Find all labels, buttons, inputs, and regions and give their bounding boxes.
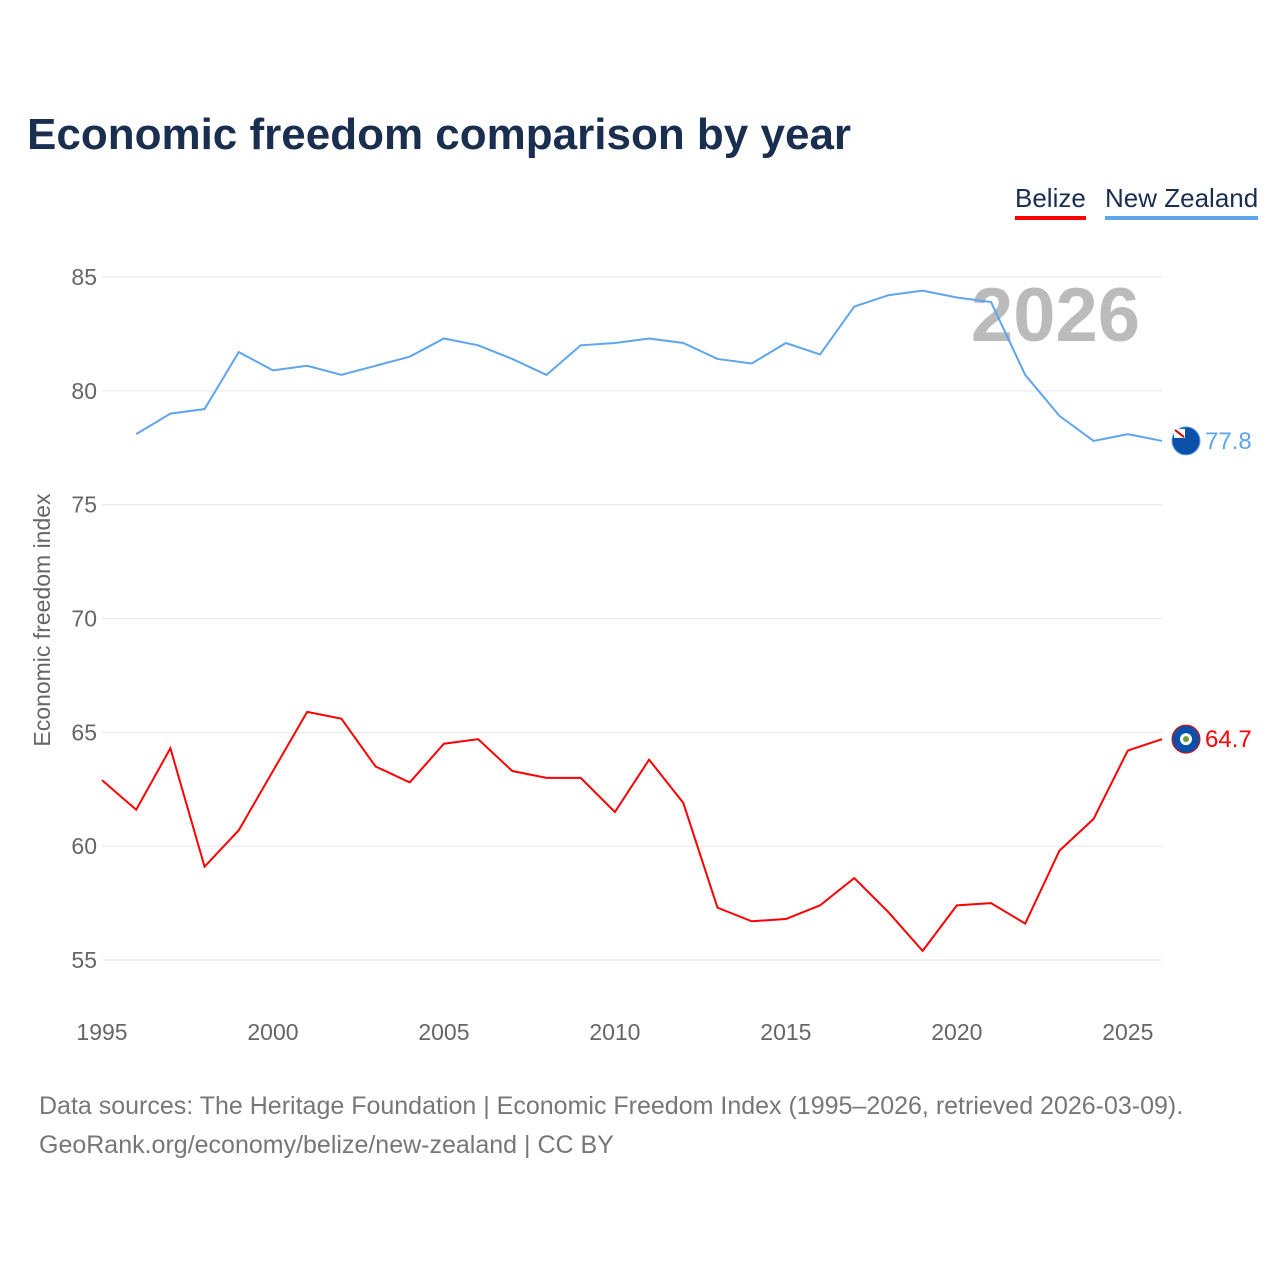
x-tick-label: 2015 — [760, 1019, 811, 1045]
y-axis-label: Economic freedom index — [29, 493, 55, 747]
series-line-new-zealand — [135, 289, 1163, 442]
y-tick-label: 80 — [71, 378, 97, 404]
x-tick-label: 2025 — [1102, 1019, 1153, 1045]
legend-item-new-zealand[interactable]: New Zealand — [1105, 183, 1259, 220]
new-zealand-flag-icon — [1171, 426, 1201, 456]
legend-item-belize[interactable]: Belize — [1015, 183, 1086, 220]
end-label-new-zealand: 77.8 — [1205, 428, 1252, 455]
line-chart: 55 60 65 70 75 80 85 1995 2000 2005 2010 2015 2020 20… — [29, 264, 1252, 1045]
y-tick-label: 65 — [71, 719, 97, 745]
x-tick-label: 1995 — [76, 1019, 127, 1045]
chart-title: Economic freedom comparison by year — [27, 110, 852, 159]
y-tick-label: 85 — [71, 264, 97, 290]
year-watermark: 2026 — [971, 273, 1140, 358]
end-label-belize: 64.7 — [1205, 726, 1252, 753]
x-tick-label: 2020 — [931, 1019, 982, 1045]
belize-flag-icon — [1171, 724, 1201, 754]
y-tick-label: 70 — [71, 606, 97, 632]
series-line-belize — [101, 710, 1163, 953]
y-tick-label: 75 — [71, 492, 97, 518]
x-tick-label: 2000 — [247, 1019, 298, 1045]
source-line-2[interactable]: GeoRank.org/economy/belize/new-zealand |… — [39, 1131, 614, 1159]
x-tick-label: 2010 — [589, 1019, 640, 1045]
x-tick-label: 2005 — [418, 1019, 469, 1045]
source-line-1: Data sources: The Heritage Foundation | … — [39, 1092, 1184, 1120]
y-tick-label: 60 — [71, 833, 97, 859]
y-tick-label: 55 — [71, 947, 97, 973]
source-note: Data sources: The Heritage Foundation | … — [39, 1087, 1183, 1165]
